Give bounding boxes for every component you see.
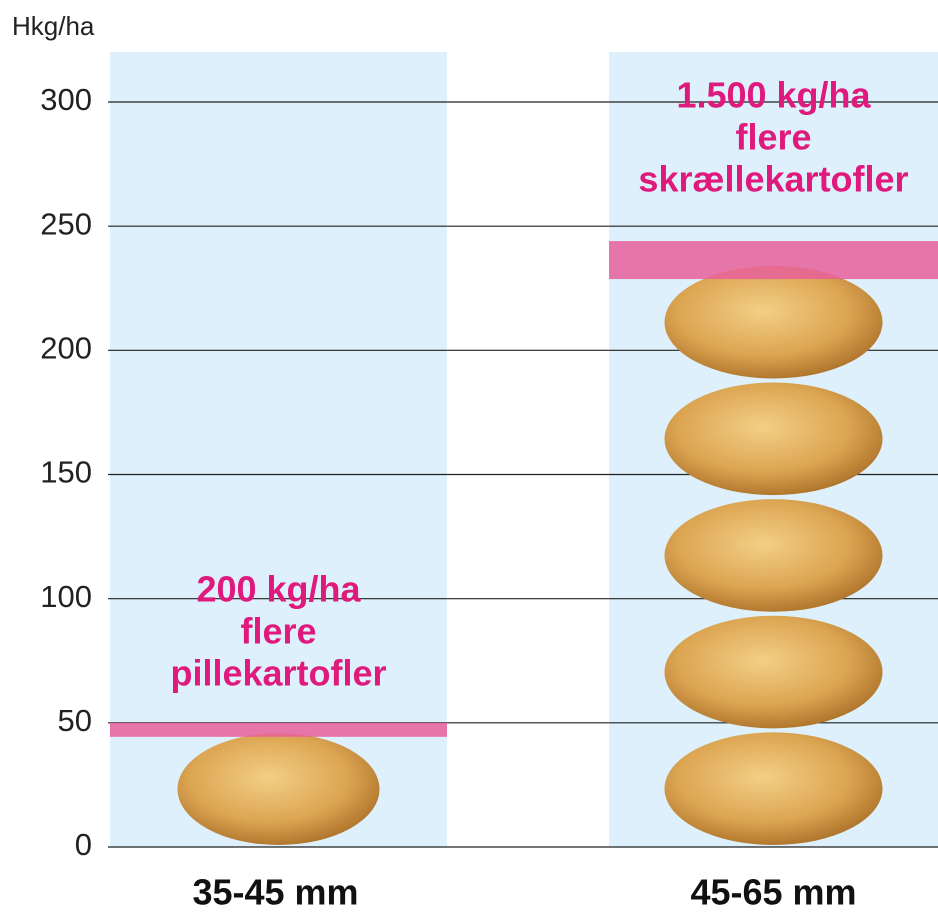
- annotation: pillekartofler: [170, 653, 386, 694]
- annotation: flere: [240, 611, 316, 652]
- potato: [664, 615, 883, 729]
- y-tick-label: 0: [75, 827, 92, 862]
- highlight-band: [609, 241, 938, 280]
- annotation: 200 kg/ha: [196, 569, 361, 610]
- y-tick-label: 100: [40, 579, 92, 614]
- annotation: 1.500 kg/ha: [676, 75, 871, 116]
- bar: [110, 722, 447, 845]
- potato: [664, 382, 883, 496]
- column-background: [110, 52, 447, 847]
- annotation: skrællekartofler: [638, 159, 908, 200]
- bar: [609, 241, 938, 845]
- y-axis-label: Hkg/ha: [12, 11, 95, 41]
- potato: [664, 265, 883, 379]
- y-tick-label: 250: [40, 206, 92, 241]
- highlight-band: [110, 722, 447, 737]
- y-tick-label: 300: [40, 82, 92, 117]
- potato: [177, 733, 380, 845]
- potato: [664, 732, 883, 845]
- x-tick-label: 45-65 mm: [690, 872, 856, 913]
- y-tick-label: 150: [40, 455, 92, 490]
- y-tick-label: 200: [40, 331, 92, 366]
- x-tick-label: 35-45 mm: [192, 872, 358, 913]
- annotation: flere: [735, 117, 811, 158]
- potato: [664, 499, 883, 612]
- y-tick-label: 50: [58, 703, 92, 738]
